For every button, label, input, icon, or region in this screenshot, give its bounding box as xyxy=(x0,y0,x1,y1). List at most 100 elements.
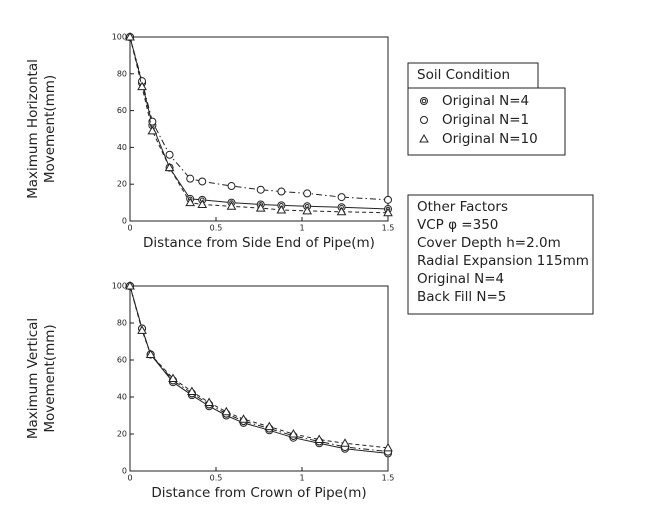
marker xyxy=(277,187,286,196)
x-axis-label: Distance from Crown of Pipe(m) xyxy=(151,485,366,501)
marker xyxy=(264,421,275,431)
series-line: Original N=4 xyxy=(129,285,389,454)
note-line: Cover Depth h=2.0m xyxy=(417,235,561,251)
marker-shape xyxy=(221,406,232,416)
marker xyxy=(145,349,156,358)
marker xyxy=(288,428,299,438)
marker xyxy=(137,325,147,334)
marker xyxy=(238,414,249,423)
marker-shape xyxy=(340,438,350,447)
marker-shape xyxy=(125,31,135,41)
y-axis-label: Movement(mm) xyxy=(42,75,58,183)
x-tick-label: 0.5 xyxy=(210,474,223,483)
marker-shape xyxy=(125,280,135,290)
marker xyxy=(187,386,197,395)
legend-label: Original N=4 xyxy=(442,93,529,109)
x-tick-label: 1.5 xyxy=(382,474,395,483)
marker-shape xyxy=(419,133,429,143)
series-line: Original N=4 xyxy=(129,36,389,210)
marker xyxy=(227,182,236,191)
legend-label: Original N=10 xyxy=(442,131,538,147)
marker-shape xyxy=(164,162,175,172)
marker xyxy=(340,438,350,447)
marker-shape xyxy=(336,206,347,216)
marker xyxy=(125,31,135,41)
marker xyxy=(185,197,196,207)
marker-shape xyxy=(302,205,313,215)
marker xyxy=(303,189,312,198)
marker-shape xyxy=(303,189,312,198)
legend-marker xyxy=(420,97,428,105)
marker-shape xyxy=(384,195,392,204)
marker-shape xyxy=(264,421,275,431)
plot-frame xyxy=(129,36,389,222)
marker xyxy=(197,199,208,208)
marker-shape xyxy=(186,174,195,183)
x-tick-label: 1 xyxy=(299,474,304,483)
note-line: Radial Expansion 115mm xyxy=(417,253,589,269)
note-line: Back Fill N=5 xyxy=(417,289,506,305)
marker xyxy=(302,205,313,215)
marker-shape xyxy=(145,349,156,358)
marker xyxy=(276,204,287,214)
note-line: Original N=4 xyxy=(417,271,504,287)
y-tick-label: 100 xyxy=(112,33,127,42)
marker-shape xyxy=(238,414,249,423)
y-tick-label: 20 xyxy=(117,180,127,189)
note-line: VCP φ =350 xyxy=(417,217,498,233)
x-tick-label: 1 xyxy=(299,224,304,233)
x-tick-label: 1.5 xyxy=(382,224,395,233)
marker-shape xyxy=(288,428,299,438)
marker-shape xyxy=(255,203,266,212)
marker-shape xyxy=(256,185,265,194)
x-tick-label: 0.5 xyxy=(210,224,223,233)
notes-box xyxy=(407,194,594,315)
marker-shape xyxy=(198,177,207,186)
y-tick-label: 0 xyxy=(122,217,127,226)
notes-title: Other Factors xyxy=(417,199,508,215)
series-line: Original N=10 xyxy=(129,36,389,214)
marker-shape xyxy=(227,182,236,191)
marker xyxy=(148,117,157,126)
plot-frame xyxy=(129,285,389,472)
marker xyxy=(198,177,207,186)
legend-title: Soil Condition xyxy=(417,67,510,83)
y-axis-label: Maximum Horizontal xyxy=(25,59,41,199)
marker xyxy=(383,207,393,217)
marker-shape xyxy=(137,81,147,91)
legend-marker xyxy=(419,133,429,143)
marker-shape xyxy=(277,187,286,196)
y-tick-label: 60 xyxy=(117,106,127,115)
marker-inner xyxy=(421,98,427,104)
marker xyxy=(147,125,158,135)
marker-shape xyxy=(383,442,393,452)
marker xyxy=(125,280,135,290)
y-tick-label: 0 xyxy=(122,467,127,476)
marker xyxy=(226,201,237,210)
x-axis-label: Distance from Side End of Pipe(m) xyxy=(143,235,375,251)
y-axis-label: Maximum Vertical xyxy=(25,318,41,439)
y-tick-label: 60 xyxy=(117,356,127,365)
marker-shape xyxy=(420,97,428,105)
marker-shape xyxy=(383,207,393,217)
marker xyxy=(137,81,147,91)
x-tick-label: 0 xyxy=(127,474,132,483)
marker xyxy=(168,373,178,382)
marker xyxy=(186,174,195,183)
y-tick-label: 100 xyxy=(112,282,127,291)
marker-shape xyxy=(276,204,287,214)
y-tick-label: 20 xyxy=(117,430,127,439)
marker-shape xyxy=(197,199,208,208)
marker xyxy=(336,206,347,216)
marker-shape xyxy=(165,150,174,159)
series-line: Original N=1 xyxy=(129,36,389,201)
y-tick-label: 80 xyxy=(117,319,127,328)
marker xyxy=(314,434,325,444)
y-axis-label: Movement(mm) xyxy=(42,324,58,432)
marker xyxy=(255,203,266,212)
legend-label: Original N=1 xyxy=(442,112,529,128)
marker xyxy=(383,442,393,452)
marker-shape xyxy=(314,434,325,444)
marker-shape xyxy=(137,325,147,334)
